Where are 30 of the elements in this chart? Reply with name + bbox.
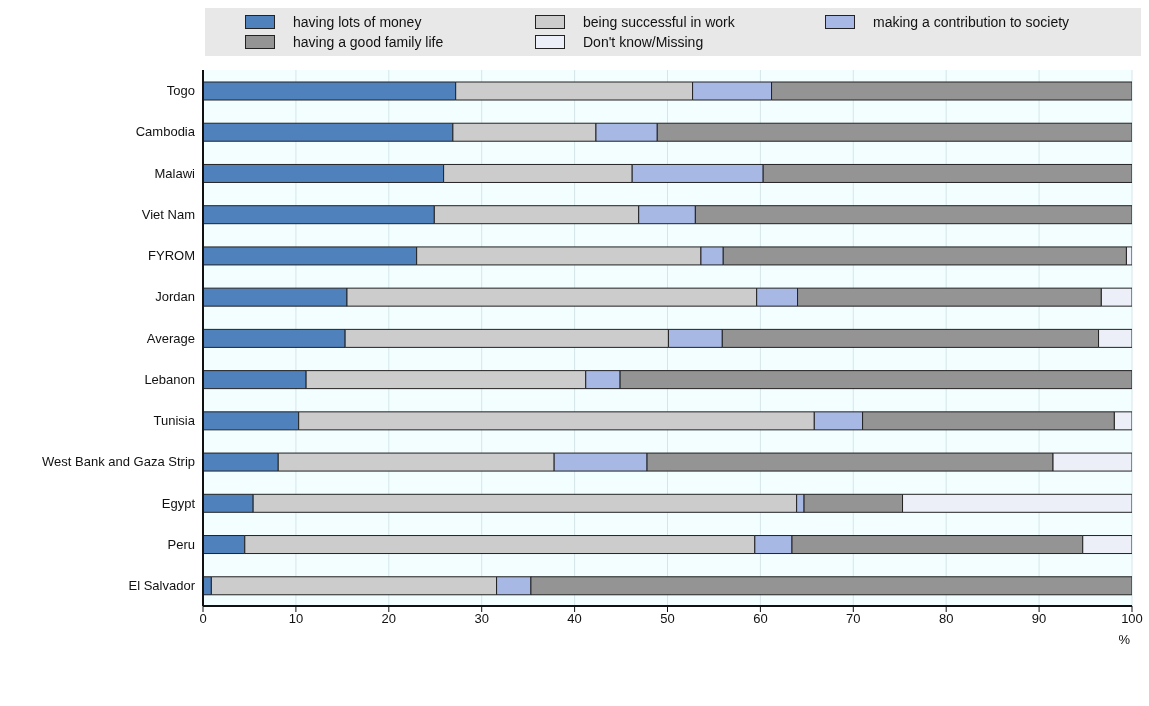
y-tick-label: Malawi <box>154 165 196 181</box>
x-tick-label: 40 <box>567 611 582 627</box>
y-tick-label: Peru <box>167 536 195 552</box>
y-tick-label: Egypt <box>161 495 196 511</box>
y-tick-label: El Salvador <box>128 578 196 593</box>
y-tick-label: Average <box>146 330 195 346</box>
x-tick-label: 70 <box>846 611 861 627</box>
y-tick-label: Viet Nam <box>141 206 195 222</box>
legend-label: having lots of money <box>293 14 422 30</box>
x-tick-label: 90 <box>1031 611 1047 627</box>
y-tick-label: Jordan <box>155 289 195 305</box>
y-tick-label: Togo <box>166 83 195 99</box>
x-tick-label: 50 <box>660 611 675 627</box>
x-tick-label: 20 <box>381 611 397 627</box>
legend-label: making a contribution to society <box>873 14 1070 30</box>
y-tick-label: West Bank and Gaza Strip <box>42 454 195 470</box>
y-tick-label: Lebanon <box>144 371 195 387</box>
x-tick-label: 80 <box>938 611 954 627</box>
x-tick-label: 0 <box>199 611 207 627</box>
y-tick-label: Cambodia <box>135 124 196 140</box>
legend-label: being successful in work <box>583 14 735 30</box>
legend-label: Don't know/Missing <box>583 34 704 50</box>
x-tick-label: 10 <box>288 611 304 627</box>
legend-label: having a good family life <box>293 34 444 50</box>
x-tick-label: 60 <box>753 611 768 627</box>
x-axis-title: % <box>1118 632 1131 647</box>
y-tick-label: FYROM <box>148 248 195 264</box>
y-tick-label: Tunisia <box>153 413 196 429</box>
x-tick-label: 30 <box>474 611 489 627</box>
x-tick-label: 100 <box>1121 611 1143 627</box>
